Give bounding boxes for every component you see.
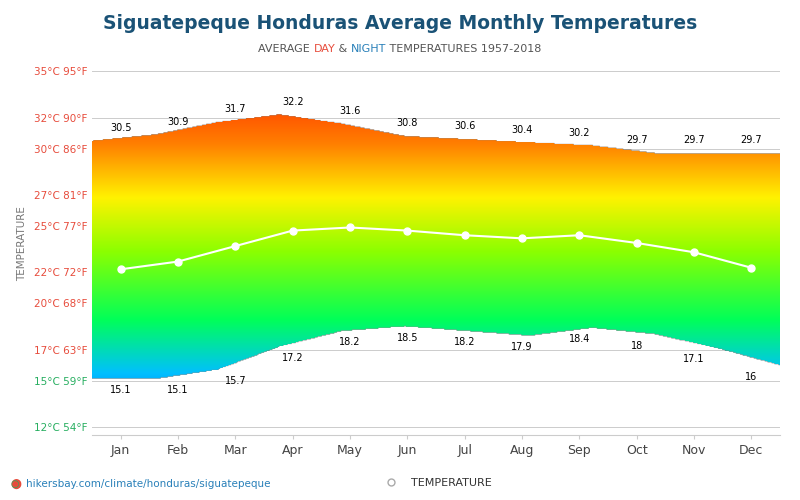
Text: 29.7: 29.7 xyxy=(626,136,647,145)
Text: 18: 18 xyxy=(630,340,642,350)
Text: 30.2: 30.2 xyxy=(569,128,590,138)
Text: 30.9: 30.9 xyxy=(167,117,189,127)
Text: 16: 16 xyxy=(746,372,758,382)
Y-axis label: TEMPERATURE: TEMPERATURE xyxy=(17,206,26,281)
Text: 17.9: 17.9 xyxy=(511,342,533,352)
Text: 18.2: 18.2 xyxy=(339,338,361,347)
Text: 15.7: 15.7 xyxy=(225,376,246,386)
Legend: TEMPERATURE: TEMPERATURE xyxy=(376,474,496,492)
Text: 15.1: 15.1 xyxy=(110,386,131,396)
Text: 17.1: 17.1 xyxy=(683,354,705,364)
Text: AVERAGE: AVERAGE xyxy=(258,44,314,54)
Text: DAY: DAY xyxy=(314,44,335,54)
Text: 30.8: 30.8 xyxy=(397,118,418,128)
Text: 30.4: 30.4 xyxy=(511,124,533,134)
Text: 18.4: 18.4 xyxy=(569,334,590,344)
Text: 29.7: 29.7 xyxy=(683,136,705,145)
Text: ⬤: ⬤ xyxy=(10,479,22,489)
Text: 30.6: 30.6 xyxy=(454,122,475,132)
Text: 17.2: 17.2 xyxy=(282,353,303,363)
Text: 15.1: 15.1 xyxy=(167,386,189,396)
Text: hikersbay.com/climate/honduras/siguatepeque: hikersbay.com/climate/honduras/siguatepe… xyxy=(26,479,270,489)
Text: Siguatepeque Honduras Average Monthly Temperatures: Siguatepeque Honduras Average Monthly Te… xyxy=(103,14,697,33)
Text: 18.2: 18.2 xyxy=(454,338,475,347)
Text: TEMPERATURES 1957-2018: TEMPERATURES 1957-2018 xyxy=(386,44,542,54)
Text: 18.5: 18.5 xyxy=(397,333,418,343)
Text: 31.6: 31.6 xyxy=(339,106,361,116)
Text: NIGHT: NIGHT xyxy=(351,44,386,54)
Text: 29.7: 29.7 xyxy=(741,136,762,145)
Text: &: & xyxy=(335,44,351,54)
Text: 32.2: 32.2 xyxy=(282,96,303,106)
Text: ○: ○ xyxy=(10,479,19,489)
Text: 30.5: 30.5 xyxy=(110,123,131,133)
Text: 31.7: 31.7 xyxy=(225,104,246,115)
